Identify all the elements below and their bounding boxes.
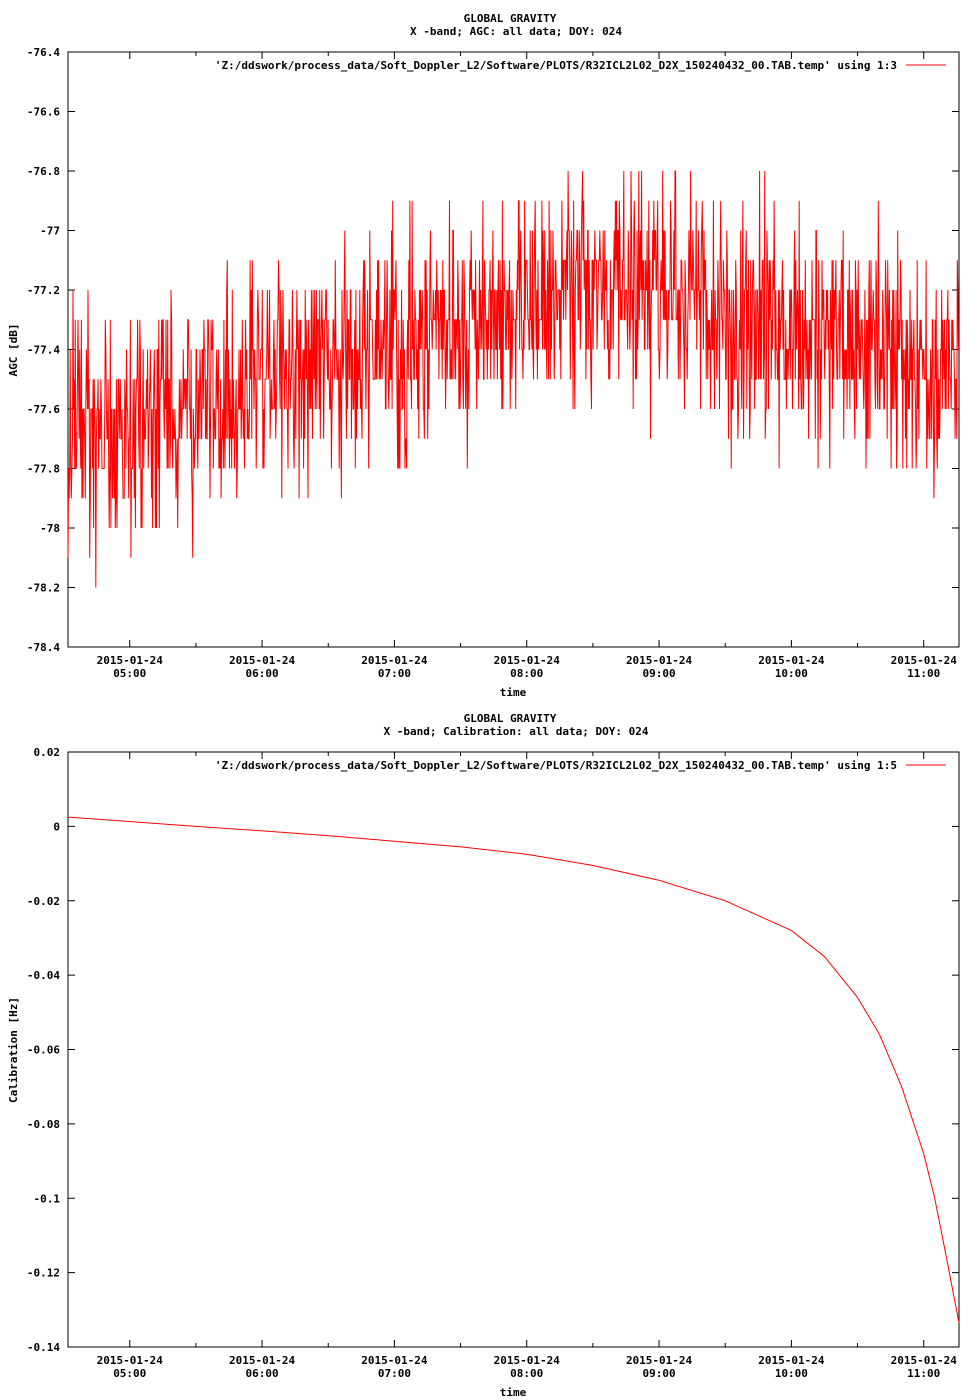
y-tick-label: -0.12: [27, 1267, 60, 1280]
x-tick-time: 07:00: [378, 1367, 411, 1380]
x-tick-date: 2015-01-24: [758, 1354, 825, 1367]
x-tick-date: 2015-01-24: [494, 654, 561, 667]
y-tick-label: -0.02: [27, 895, 60, 908]
y-tick-label: -76.8: [27, 165, 60, 178]
y-tick-label: -77.2: [27, 284, 60, 297]
x-tick-time: 05:00: [113, 667, 146, 680]
x-tick-time: 11:00: [907, 1367, 940, 1380]
x-tick-time: 08:00: [510, 667, 543, 680]
chart-title: GLOBAL GRAVITY: [464, 712, 557, 725]
y-tick-label: -0.04: [27, 969, 60, 982]
y-tick-label: 0.02: [34, 746, 61, 759]
x-tick-date: 2015-01-24: [229, 654, 296, 667]
y-tick-label: -78: [40, 522, 60, 535]
x-tick-time: 05:00: [113, 1367, 146, 1380]
y-tick-label: -77.8: [27, 463, 60, 476]
x-tick-time: 07:00: [378, 667, 411, 680]
y-tick-label: -78.4: [27, 641, 60, 654]
chart-title: GLOBAL GRAVITY: [464, 12, 557, 25]
x-tick-date: 2015-01-24: [361, 654, 428, 667]
x-axis-ticks: 2015-01-2405:002015-01-2406:002015-01-24…: [97, 52, 958, 680]
y-tick-label: -0.06: [27, 1044, 60, 1057]
agc-line: [67, 170, 959, 588]
agc-series: [67, 170, 959, 588]
x-tick-date: 2015-01-24: [758, 654, 825, 667]
calibration-series: [67, 816, 960, 1323]
x-axis-ticks: 2015-01-2405:002015-01-2406:002015-01-24…: [97, 752, 958, 1380]
agc-chart: GLOBAL GRAVITY X -band; AGC: all data; D…: [7, 12, 960, 699]
calibration-chart: GLOBAL GRAVITY X -band; Calibration: all…: [7, 712, 960, 1399]
x-axis-label: time: [500, 1386, 527, 1399]
y-axis-ticks: 0.02 0 -0.02 -0.04 -0.06 -0.08 -0.1 -0.12 -0.14: [27, 746, 959, 1354]
x-tick-date: 2015-01-24: [229, 1354, 296, 1367]
y-tick-label: -76.4: [27, 46, 60, 59]
y-tick-label: -77: [40, 225, 60, 238]
y-tick-label: -77.4: [27, 344, 60, 357]
x-tick-date: 2015-01-24: [626, 1354, 693, 1367]
x-tick-time: 09:00: [642, 667, 675, 680]
x-tick-date: 2015-01-24: [891, 654, 958, 667]
y-axis-ticks: -76.4 -76.6 -76.8 -77 -77.2 -77.4 -77.6 -77.8 -7…: [27, 46, 959, 654]
x-tick-time: 09:00: [642, 1367, 675, 1380]
x-tick-time: 06:00: [246, 667, 279, 680]
y-tick-label: 0: [53, 820, 60, 833]
y-tick-label: -77.6: [27, 403, 60, 416]
x-tick-time: 11:00: [907, 667, 940, 680]
y-tick-label: -78.2: [27, 582, 60, 595]
x-axis-label: time: [500, 686, 527, 699]
x-tick-date: 2015-01-24: [97, 1354, 164, 1367]
chart-subtitle: X -band; Calibration: all data; DOY: 024: [384, 725, 649, 738]
legend-entry: 'Z:/ddswork/process_data/Soft_Doppler_L2…: [215, 59, 897, 72]
calibration-line: [67, 816, 960, 1323]
x-tick-date: 2015-01-24: [361, 1354, 428, 1367]
x-tick-time: 10:00: [775, 1367, 808, 1380]
y-tick-label: -0.14: [27, 1341, 60, 1354]
y-axis-label: AGC [dB]: [7, 324, 20, 377]
x-tick-date: 2015-01-24: [494, 1354, 561, 1367]
y-axis-label: Calibration [Hz]: [7, 997, 20, 1103]
chart-subtitle: X -band; AGC: all data; DOY: 024: [410, 25, 622, 38]
x-tick-time: 10:00: [775, 667, 808, 680]
x-tick-time: 08:00: [510, 1367, 543, 1380]
legend-entry: 'Z:/ddswork/process_data/Soft_Doppler_L2…: [215, 759, 897, 772]
x-tick-date: 2015-01-24: [97, 654, 164, 667]
y-tick-label: -76.6: [27, 106, 60, 119]
y-tick-label: -0.08: [27, 1118, 60, 1131]
plot-frame: [67, 751, 960, 1348]
y-tick-label: -0.1: [34, 1192, 61, 1205]
x-tick-date: 2015-01-24: [626, 654, 693, 667]
x-tick-date: 2015-01-24: [891, 1354, 958, 1367]
x-tick-time: 06:00: [246, 1367, 279, 1380]
